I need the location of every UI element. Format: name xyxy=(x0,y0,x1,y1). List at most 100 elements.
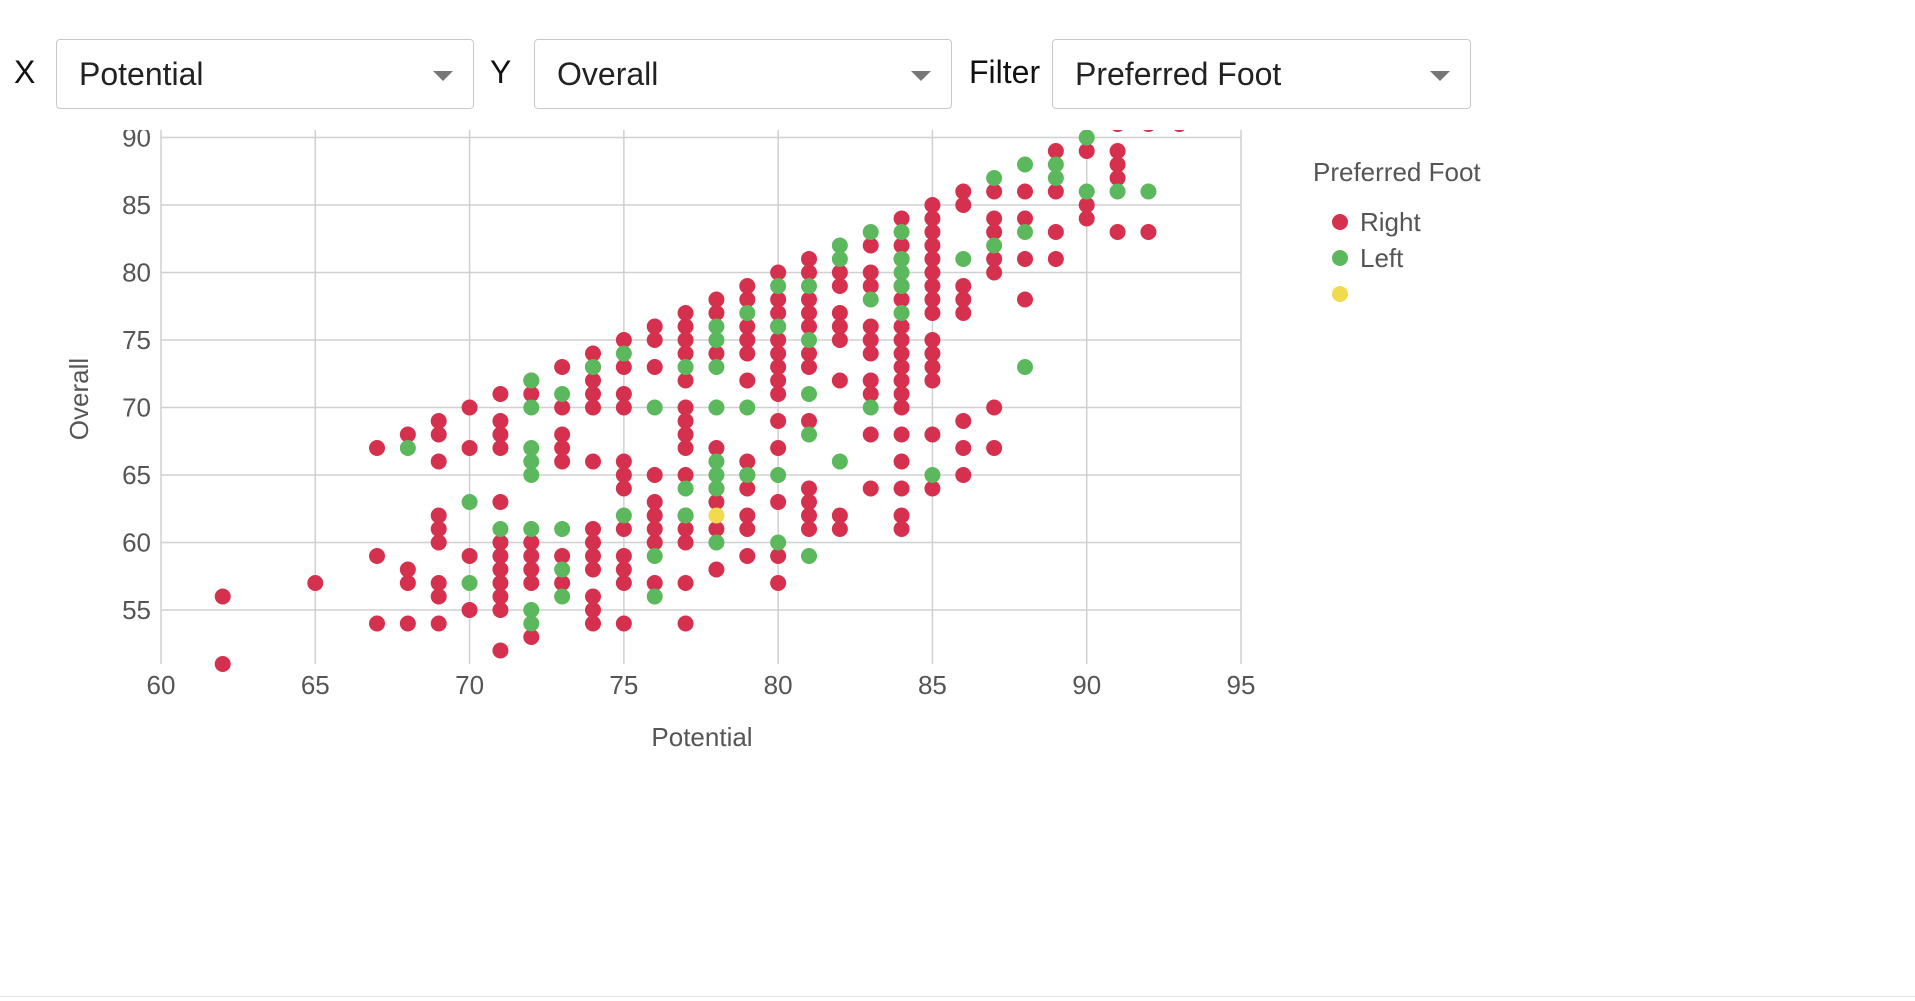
data-point xyxy=(399,426,416,443)
data-point xyxy=(955,440,972,456)
data-point xyxy=(430,507,447,524)
legend-label: Right xyxy=(1360,207,1421,237)
data-point xyxy=(646,494,663,510)
data-point xyxy=(646,575,663,591)
data-point xyxy=(615,521,632,537)
data-point xyxy=(523,521,540,537)
data-point xyxy=(770,305,787,321)
data-point xyxy=(1078,197,1095,213)
data-point xyxy=(708,453,725,470)
data-point xyxy=(615,453,632,470)
data-point xyxy=(492,426,509,443)
data-point xyxy=(708,494,725,510)
data-point xyxy=(1017,156,1033,173)
data-point xyxy=(1109,170,1126,186)
data-point xyxy=(924,264,941,281)
data-point xyxy=(893,399,910,416)
data-point xyxy=(615,359,632,375)
data-point xyxy=(646,521,663,537)
data-point xyxy=(801,507,817,524)
x-axis-select-value: Potential xyxy=(79,56,204,92)
data-point xyxy=(1078,210,1095,227)
y-tick-label: 75 xyxy=(122,325,151,355)
data-point xyxy=(739,318,756,335)
data-point xyxy=(862,480,879,497)
data-point xyxy=(677,426,694,443)
data-point xyxy=(862,224,879,240)
data-point xyxy=(492,534,509,551)
data-point xyxy=(523,399,540,416)
y-tick-label: 65 xyxy=(122,460,151,490)
data-point xyxy=(924,467,941,483)
data-point xyxy=(955,467,972,483)
data-point xyxy=(1017,291,1033,308)
y-axis-select[interactable]: Overall xyxy=(534,39,952,109)
data-point xyxy=(924,251,941,267)
data-point xyxy=(831,237,848,254)
data-point xyxy=(214,588,231,605)
data-point xyxy=(430,426,447,443)
data-point xyxy=(1017,183,1033,200)
data-point xyxy=(554,561,571,578)
data-point xyxy=(801,305,817,321)
data-point xyxy=(677,318,694,335)
data-point xyxy=(893,426,910,443)
data-point xyxy=(492,521,509,537)
data-point xyxy=(924,480,941,497)
data-point xyxy=(893,291,910,308)
data-point xyxy=(399,561,416,578)
data-point xyxy=(585,372,601,389)
data-point xyxy=(708,534,725,551)
x-tick-label: 80 xyxy=(764,670,793,700)
data-point xyxy=(461,440,478,456)
x-tick-label: 65 xyxy=(301,670,330,700)
data-point xyxy=(708,480,725,497)
data-point xyxy=(399,575,416,591)
filter-select[interactable]: Preferred Foot xyxy=(1052,39,1471,109)
data-point xyxy=(461,575,478,591)
data-point xyxy=(461,602,478,618)
data-point xyxy=(739,453,756,470)
y-tick-label: 60 xyxy=(122,528,151,558)
data-point xyxy=(646,588,663,605)
data-point xyxy=(893,224,910,240)
data-point xyxy=(585,534,601,551)
data-point xyxy=(924,197,941,213)
data-point xyxy=(646,534,663,551)
legend: Preferred Foot Right Left xyxy=(1313,157,1481,302)
data-point xyxy=(615,507,632,524)
data-point xyxy=(523,575,540,591)
data-point xyxy=(801,291,817,308)
data-point xyxy=(801,413,817,429)
data-point xyxy=(924,278,941,294)
data-point xyxy=(893,318,910,335)
data-point xyxy=(615,386,632,402)
legend-title: Preferred Foot xyxy=(1313,157,1481,187)
data-point xyxy=(862,291,879,308)
data-point xyxy=(893,264,910,281)
x-axis-select[interactable]: Potential xyxy=(56,39,474,109)
data-point xyxy=(831,453,848,470)
data-point xyxy=(893,372,910,389)
data-point xyxy=(924,372,941,389)
y-tick-label: 80 xyxy=(122,258,151,288)
data-point xyxy=(862,264,879,281)
data-point xyxy=(214,656,231,672)
data-point xyxy=(770,345,787,362)
data-point xyxy=(893,305,910,321)
data-point xyxy=(801,318,817,335)
data-point xyxy=(986,224,1003,240)
data-point xyxy=(739,291,756,308)
data-point xyxy=(1143,130,1154,132)
x-tick-label: 70 xyxy=(455,670,484,700)
data-point xyxy=(739,345,756,362)
data-point xyxy=(430,521,447,537)
data-point xyxy=(831,507,848,524)
data-point xyxy=(955,278,972,294)
data-point xyxy=(831,332,848,348)
data-point xyxy=(430,453,447,470)
data-point xyxy=(924,305,941,321)
data-point xyxy=(770,359,787,375)
x-tick-label: 95 xyxy=(1227,670,1256,700)
data-point xyxy=(523,629,540,645)
